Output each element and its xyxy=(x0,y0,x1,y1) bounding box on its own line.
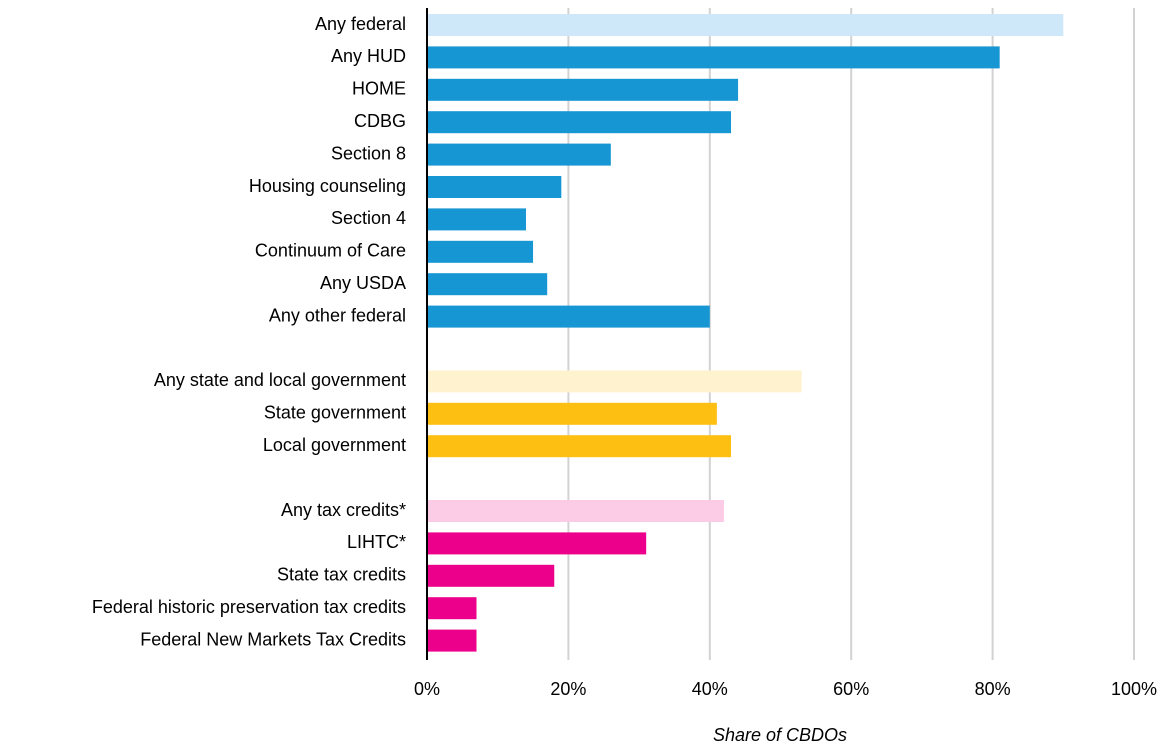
x-tick-label: 0% xyxy=(414,679,440,699)
x-tick-label: 80% xyxy=(975,679,1011,699)
bar xyxy=(427,46,1000,69)
bar xyxy=(427,240,534,263)
bar xyxy=(427,273,548,296)
y-tick-label: Any tax credits* xyxy=(281,500,406,520)
y-tick-label: Housing counseling xyxy=(249,176,406,196)
x-tick-label: 20% xyxy=(550,679,586,699)
bar xyxy=(427,208,526,231)
bar xyxy=(427,532,647,555)
y-tick-label: LIHTC* xyxy=(347,532,406,552)
y-tick-label: Any federal xyxy=(315,14,406,34)
bar xyxy=(427,597,477,620)
y-tick-label: Section 4 xyxy=(331,208,406,228)
bar xyxy=(427,564,555,587)
bar xyxy=(427,370,802,393)
bar xyxy=(427,305,710,328)
y-tick-label: CDBG xyxy=(354,111,406,131)
y-tick-label: State tax credits xyxy=(277,565,406,585)
y-tick-label: Local government xyxy=(263,435,406,455)
bar xyxy=(427,176,562,198)
bar xyxy=(427,78,739,101)
y-tick-label: Any USDA xyxy=(320,273,406,293)
y-tick-label: Federal New Markets Tax Credits xyxy=(140,629,406,649)
y-tick-label: Federal historic preservation tax credit… xyxy=(92,597,406,617)
bar xyxy=(427,14,1064,36)
bar xyxy=(427,629,477,652)
x-tick-label: 60% xyxy=(833,679,869,699)
x-tick-label: 40% xyxy=(692,679,728,699)
y-tick-label: Any other federal xyxy=(269,305,406,325)
bar xyxy=(427,111,732,134)
y-tick-label: HOME xyxy=(352,79,406,99)
y-tick-label: Continuum of Care xyxy=(255,241,406,261)
x-tick-label: 100% xyxy=(1111,679,1157,699)
y-tick-label: Any HUD xyxy=(331,46,406,66)
y-tick-label: Section 8 xyxy=(331,143,406,163)
bar xyxy=(427,402,717,425)
bar xyxy=(427,500,724,522)
y-tick-label: Any state and local government xyxy=(154,370,406,390)
bar xyxy=(427,143,611,166)
bar xyxy=(427,435,732,458)
x-axis-label: Share of CBDOs xyxy=(713,725,847,745)
y-tick-label: State government xyxy=(264,403,406,423)
